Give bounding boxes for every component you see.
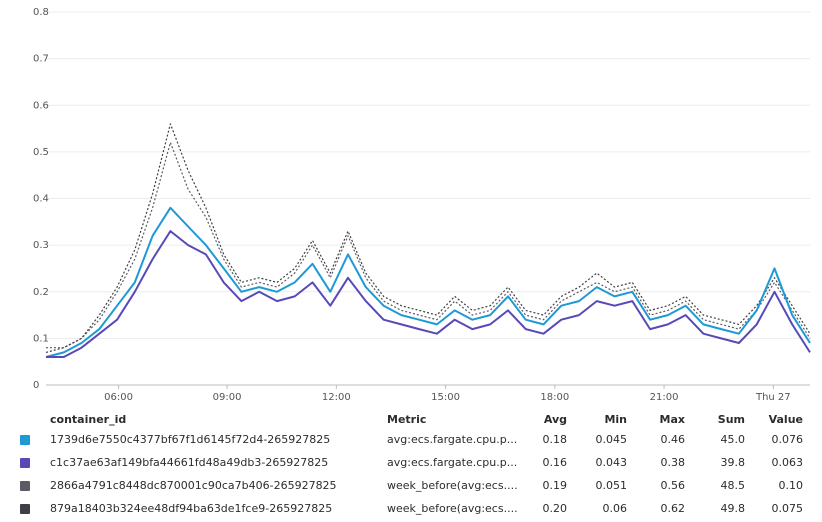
x-tick-label: 06:00: [104, 392, 133, 400]
y-tick-label: 0.4: [33, 194, 49, 205]
legend-avg: 0.20: [542, 502, 568, 515]
legend-metric: avg:ecs.fargate.cpu.p...: [387, 456, 518, 469]
series-line[interactable]: [46, 141, 811, 349]
header-sum[interactable]: Sum: [717, 413, 745, 426]
legend-metric: avg:ecs.fargate.cpu.p...: [387, 433, 518, 446]
series-color-swatch: [20, 504, 30, 514]
legend-metric: week_before(avg:ecs....: [387, 479, 518, 492]
legend-row[interactable]: 879a18403b324ee48df94ba63de1fce9-2659278…: [0, 499, 822, 519]
x-tick-label: Thu 27: [755, 392, 791, 400]
series-line[interactable]: [45, 123, 811, 353]
header-min[interactable]: Min: [604, 413, 627, 426]
legend-sum: 48.5: [720, 479, 746, 492]
legend-header-row: container_id Metric Avg Min Max Sum Valu…: [0, 410, 822, 430]
legend-container-id: 879a18403b324ee48df94ba63de1fce9-2659278…: [50, 502, 333, 515]
legend-max: 0.38: [660, 456, 686, 469]
legend-min: 0.06: [602, 502, 628, 515]
y-tick-label: 0.2: [33, 287, 49, 298]
legend-min: 0.043: [595, 456, 628, 469]
y-tick-label: 0.3: [33, 240, 49, 251]
legend-container-id: 1739d6e7550c4377bf67f1d6145f72d4-2659278…: [50, 433, 331, 446]
legend-avg: 0.18: [542, 433, 568, 446]
x-tick-label: 15:00: [431, 392, 460, 400]
y-tick-label: 0.7: [33, 54, 49, 65]
legend-sum: 49.8: [720, 502, 746, 515]
series-color-swatch: [20, 435, 30, 445]
legend-container-id: c1c37ae63af149bfa44661fd48a49db3-2659278…: [50, 456, 329, 469]
header-value[interactable]: Value: [768, 413, 803, 426]
legend-avg: 0.19: [542, 479, 568, 492]
y-tick-label: 0.8: [33, 7, 49, 18]
header-metric[interactable]: Metric: [387, 413, 427, 426]
legend-container-id: 2866a4791c8448dc870001c90ca7b406-2659278…: [50, 479, 337, 492]
legend-value: 0.076: [771, 433, 804, 446]
x-tick-label: 18:00: [540, 392, 569, 400]
y-tick-label: 0.1: [33, 333, 49, 344]
x-tick-label: 09:00: [213, 392, 242, 400]
header-container-id[interactable]: container_id: [50, 413, 127, 426]
series-color-swatch: [20, 458, 30, 468]
legend-value: 0.063: [771, 456, 804, 469]
y-tick-label: 0: [33, 380, 39, 391]
legend-row[interactable]: c1c37ae63af149bfa44661fd48a49db3-2659278…: [0, 453, 822, 473]
legend-value: 0.10: [778, 479, 804, 492]
timeseries-chart: 0 0.1 0.2 0.3 0.4 0.5 0.6 0.7 0.8 06:00 09:00 12:00…: [33, 7, 811, 400]
legend-sum: 39.8: [720, 456, 746, 469]
series-color-swatch: [20, 481, 30, 491]
legend-max: 0.46: [660, 433, 686, 446]
series-line[interactable]: [46, 230, 811, 358]
legend-sum: 45.0: [720, 433, 746, 446]
y-tick-label: 0.5: [33, 147, 49, 158]
legend-value: 0.075: [771, 502, 804, 515]
y-tick-label: 0.6: [33, 100, 49, 111]
header-avg[interactable]: Avg: [543, 413, 567, 426]
legend-min: 0.045: [595, 433, 628, 446]
legend-max: 0.56: [660, 479, 686, 492]
legend-row[interactable]: 2866a4791c8448dc870001c90ca7b406-2659278…: [0, 476, 822, 496]
x-tick-label: 21:00: [650, 392, 679, 400]
x-tick-label: 12:00: [322, 392, 351, 400]
legend-max: 0.62: [660, 502, 686, 515]
legend-row[interactable]: 1739d6e7550c4377bf67f1d6145f72d4-2659278…: [0, 430, 822, 450]
legend-avg: 0.16: [542, 456, 568, 469]
legend-metric: week_before(avg:ecs....: [387, 502, 518, 515]
legend-min: 0.051: [595, 479, 628, 492]
header-max[interactable]: Max: [659, 413, 685, 426]
series-line[interactable]: [45, 206, 811, 358]
